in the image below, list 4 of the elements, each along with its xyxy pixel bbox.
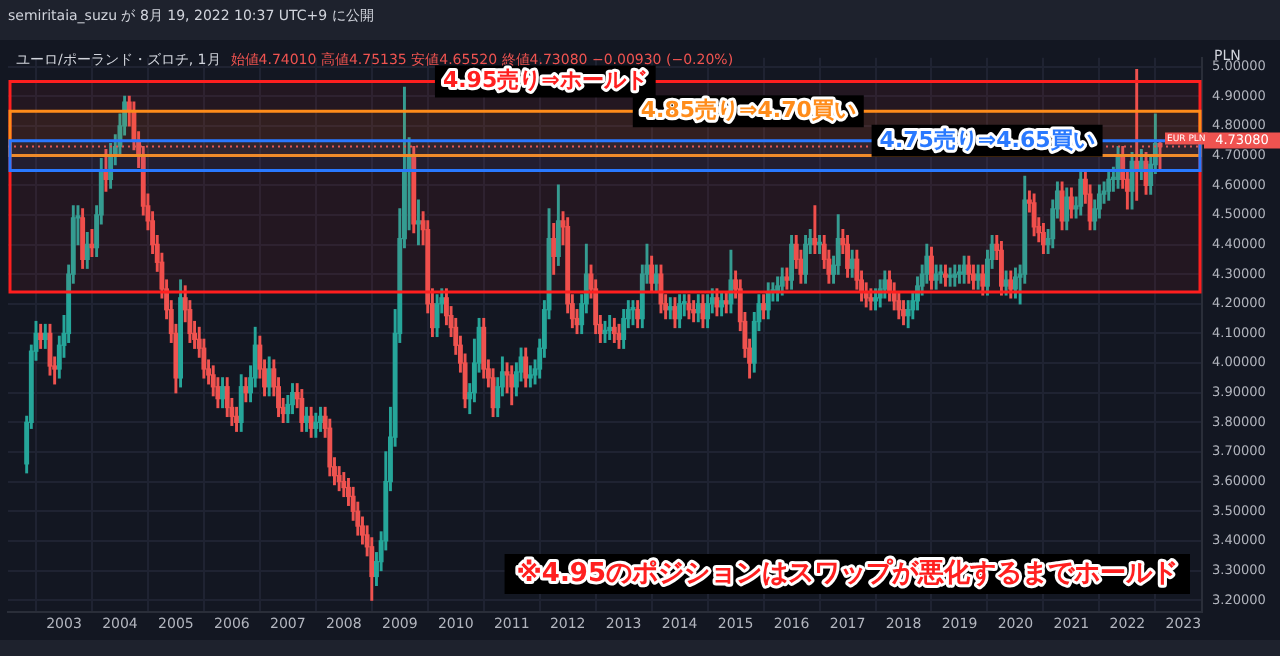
band-label: 4.75売り⇒4.65買い: [879, 126, 1095, 153]
annotation: ※4.95のポジションはスワップが悪化するまでホールド: [516, 556, 1178, 589]
band-label: 4.95売り⇒ホールド: [442, 67, 648, 94]
band-label: 4.85売り⇒4.70買い: [640, 96, 856, 123]
